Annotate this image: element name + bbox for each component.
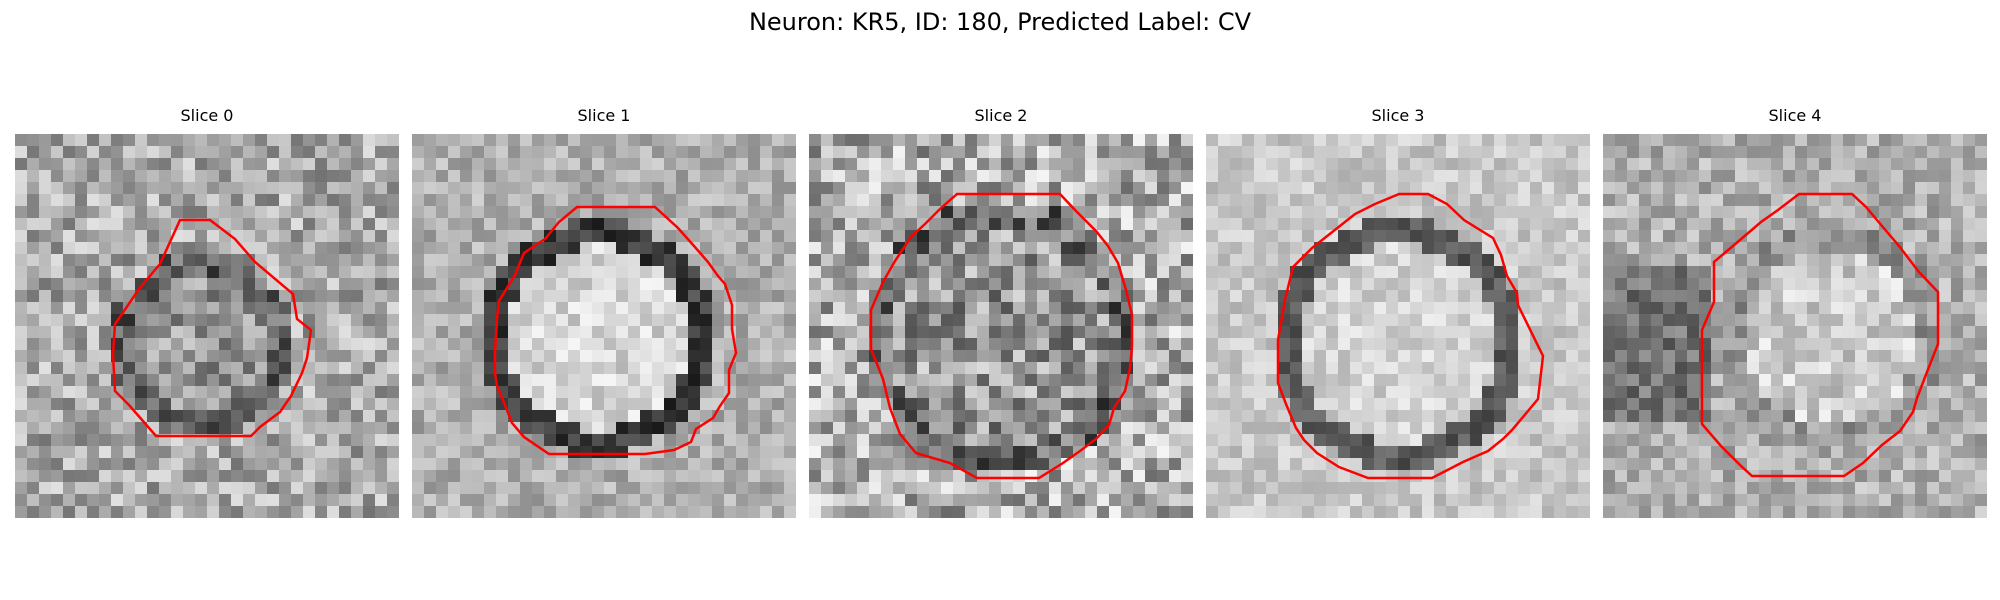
roi-contour (869, 192, 1134, 480)
slice-title: Slice 3 (1371, 106, 1425, 125)
slice-image (809, 134, 1193, 518)
slice-image (15, 134, 399, 518)
noise-texture (412, 134, 796, 518)
figure-title: Neuron: KR5, ID: 180, Predicted Label: C… (748, 8, 1252, 36)
noise-texture (1206, 134, 1590, 518)
slice-image (1206, 134, 1590, 518)
slice-title: Slice 4 (1768, 106, 1822, 125)
slice-panel-0: Slice 0 (15, 106, 399, 518)
roi-contour (1276, 192, 1545, 480)
slice-panel-4: Slice 4 (1603, 106, 1987, 518)
noise-texture (15, 134, 399, 518)
roi-contour (1700, 192, 1940, 478)
roi-contour (111, 218, 313, 438)
slice-title: Slice 0 (180, 106, 234, 125)
slice-image (412, 134, 796, 518)
slice-panel-2: Slice 2 (809, 106, 1193, 518)
roi-contour (493, 205, 738, 456)
slice-title: Slice 1 (577, 106, 631, 125)
slice-image (1603, 134, 1987, 518)
slice-panel-1: Slice 1 (412, 106, 796, 518)
noise-texture (1603, 134, 1987, 518)
noise-texture (809, 134, 1193, 518)
slice-title: Slice 2 (974, 106, 1028, 125)
slice-panel-3: Slice 3 (1206, 106, 1590, 518)
